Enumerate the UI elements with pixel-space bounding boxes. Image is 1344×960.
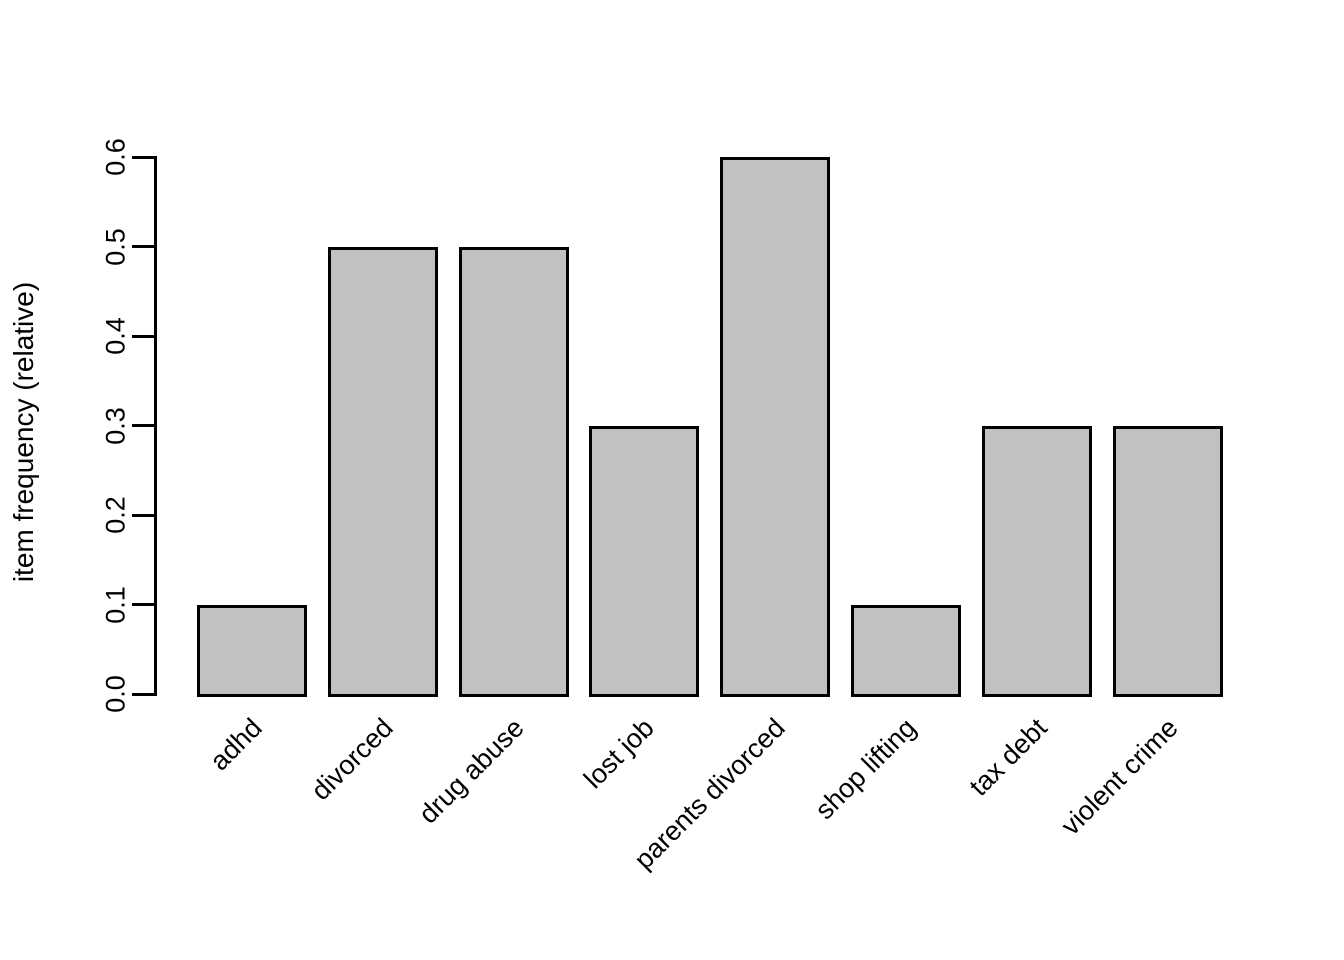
bar-tax-debt bbox=[981, 425, 1092, 697]
y-tick-mark bbox=[132, 513, 154, 517]
y-tick-label: 0.2 bbox=[100, 496, 131, 534]
y-tick-label: 0.1 bbox=[100, 585, 131, 624]
bar-violent-crime bbox=[1112, 425, 1223, 697]
y-tick-label: 0.3 bbox=[100, 406, 131, 445]
y-tick-mark bbox=[132, 245, 154, 248]
y-tick-label: 0.0 bbox=[100, 675, 131, 713]
x-tick-label: adhd bbox=[204, 712, 268, 777]
bar-lost-job bbox=[589, 425, 700, 697]
y-tick-mark bbox=[132, 155, 154, 159]
bar-parents-divorced bbox=[720, 157, 831, 697]
y-tick-label: 0.4 bbox=[100, 317, 131, 355]
bar-divorced bbox=[327, 246, 438, 697]
y-axis-line bbox=[154, 155, 157, 696]
bar-adhd bbox=[197, 604, 307, 697]
y-tick-label: 0.6 bbox=[100, 138, 131, 176]
y-tick-mark bbox=[132, 692, 154, 696]
bar-shop-lifting bbox=[851, 604, 961, 697]
y-tick-mark bbox=[132, 603, 154, 606]
y-axis-title: item frequency (relative) bbox=[8, 281, 39, 583]
y-tick-mark bbox=[132, 334, 154, 338]
bar-drug-abuse bbox=[458, 246, 569, 697]
y-tick-mark bbox=[132, 424, 154, 427]
y-tick-label: 0.5 bbox=[100, 227, 131, 266]
